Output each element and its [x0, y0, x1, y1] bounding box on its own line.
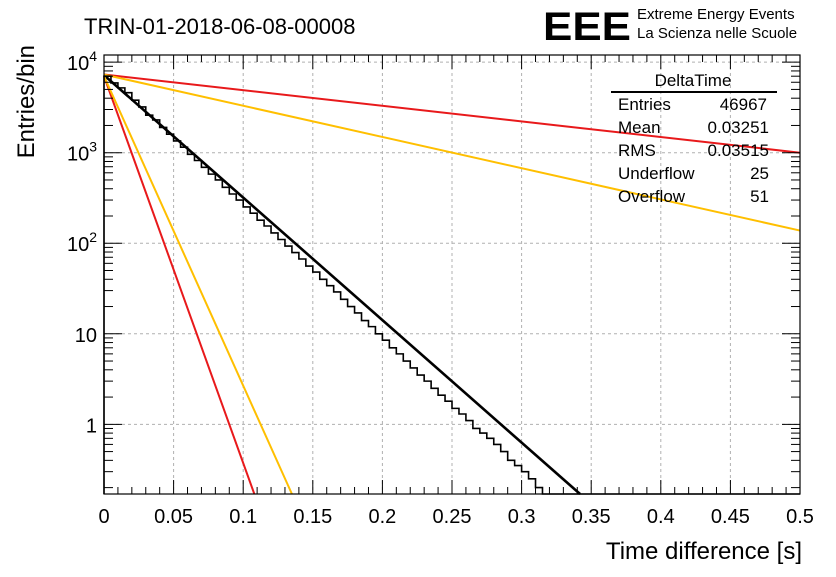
- x-tick-label: 0.35: [572, 506, 611, 528]
- x-axis-label: Time difference [s]: [606, 538, 802, 565]
- stats-underflow-value: 25: [750, 164, 769, 183]
- fit-line-2: [103, 73, 801, 232]
- grid-lines: [104, 55, 800, 494]
- stats-rms-value: 0.03515: [708, 141, 769, 160]
- x-tick-label: 0.45: [711, 506, 750, 528]
- fit-line-3: [103, 75, 256, 495]
- x-tick-label: 0.15: [293, 506, 332, 528]
- stats-mean-value: 0.03251: [708, 118, 769, 137]
- x-tick-label: 0.05: [154, 506, 193, 528]
- y-tick-label: 102: [67, 229, 97, 256]
- eee-logo: EEE Extreme Energy Events La Scienza nel…: [543, 5, 797, 49]
- stats-rms-label: RMS: [618, 141, 656, 160]
- stats-overflow-label: Overflow: [618, 187, 686, 206]
- x-tick-label: 0.3: [508, 506, 536, 528]
- stats-title: DeltaTime: [655, 71, 732, 90]
- fit-line-4: [103, 75, 293, 495]
- y-tick-label: 104: [67, 48, 97, 75]
- fit-lines: [103, 73, 801, 495]
- stats-box: DeltaTime Entries 46967 Mean 0.03251 RMS…: [611, 71, 777, 206]
- stats-overflow-value: 51: [750, 187, 769, 206]
- x-tick-label: 0.4: [647, 506, 675, 528]
- logo-line-2: La Scienza nelle Scuole: [637, 25, 797, 42]
- y-tick-label: 10: [75, 325, 97, 347]
- y-tick-label: 103: [67, 139, 97, 166]
- x-tick-label: 0.2: [368, 506, 396, 528]
- logo-line-1: Extreme Energy Events: [637, 6, 795, 23]
- y-tick-label: 1: [86, 415, 97, 437]
- stats-entries-label: Entries: [618, 95, 671, 114]
- y-axis-label: Entries/bin: [13, 45, 40, 158]
- plot-title: TRIN-01-2018-06-08-00008: [84, 14, 356, 39]
- logo-mark: EEE: [543, 5, 631, 49]
- x-tick-label: 0.1: [229, 506, 257, 528]
- stats-mean-label: Mean: [618, 118, 661, 137]
- stats-entries-value: 46967: [720, 95, 767, 114]
- fit-line-1: [103, 73, 801, 154]
- x-tick-label: 0: [98, 506, 109, 528]
- stats-underflow-label: Underflow: [618, 164, 695, 183]
- x-tick-label: 0.5: [786, 506, 814, 528]
- axes: 0 0.05 0.1 0.15 0.2 0.25 0.3 0.35 0.4 0.45 0.5 1 10 1…: [67, 48, 814, 528]
- fit-line-0: [103, 74, 581, 495]
- x-tick-label: 0.25: [433, 506, 472, 528]
